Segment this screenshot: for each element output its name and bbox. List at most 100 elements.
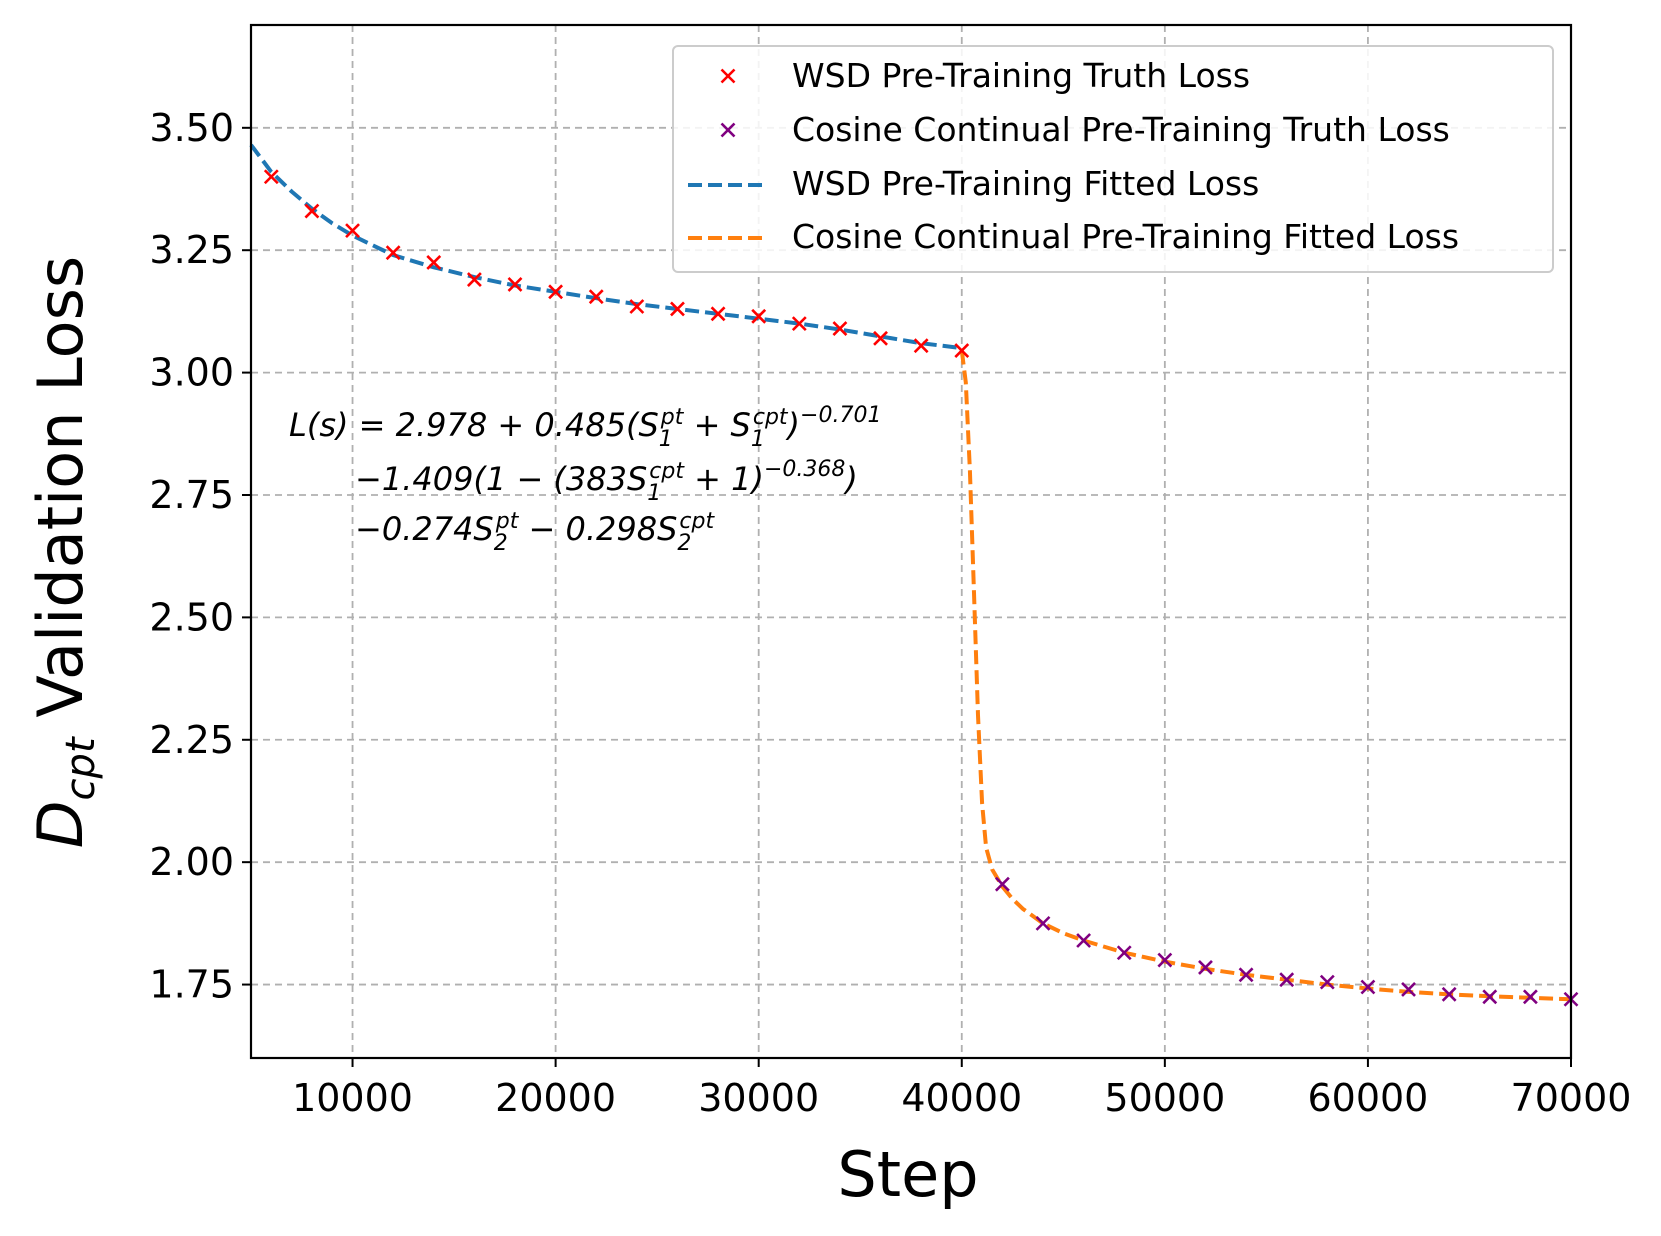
- truth-point-series-1-stroke: [1319, 974, 1335, 990]
- legend-marker-cosine-truth: [720, 122, 736, 138]
- truth-point-series-0: [670, 301, 685, 317]
- x-tick-label: 70000: [1511, 1076, 1632, 1120]
- truth-point-series-1: [1279, 972, 1295, 988]
- legend-x-marker-stroke: [720, 68, 736, 84]
- truth-point-series-0-stroke: [629, 299, 645, 314]
- truth-point-series-0-stroke: [426, 255, 442, 270]
- truth-point-series-0-stroke: [507, 277, 523, 292]
- truth-point-series-0: [426, 255, 442, 270]
- truth-point-series-0-stroke: [913, 338, 929, 354]
- truth-point-series-1: [1157, 952, 1173, 968]
- legend-x-marker: [720, 68, 736, 84]
- truth-point-series-0: [507, 277, 523, 292]
- legend-entry-cosine-fitted: Cosine Continual Pre-Training Fitted Los…: [688, 217, 1459, 256]
- truth-point-series-1-stroke: [1482, 989, 1498, 1005]
- truth-point-series-0: [832, 321, 848, 336]
- truth-point-series-1-stroke: [1076, 933, 1092, 948]
- y-tick-label: 3.25: [149, 228, 234, 272]
- x-axis-title: Step: [837, 1138, 978, 1211]
- fitted-line-series-3: [959, 350, 1572, 1002]
- y-axis-title-text: Validation Loss: [24, 256, 97, 738]
- legend-x-marker: [720, 122, 736, 138]
- truth-point-series-0-stroke: [832, 321, 848, 336]
- truth-point-series-1: [1522, 989, 1538, 1005]
- y-tick-label: 3.00: [149, 351, 234, 395]
- truth-point-series-0: [954, 343, 970, 358]
- x-tick-label: 60000: [1307, 1076, 1428, 1120]
- formula-line-1: L(s) = 2.978 + 0.485(S1pt + S1cpt)−0.701: [289, 403, 881, 452]
- legend-entry-wsd-fitted: WSD Pre-Training Fitted Loss: [688, 164, 1259, 203]
- truth-point-series-0: [263, 169, 279, 185]
- legend: WSD Pre-Training Truth Loss Cosine Conti…: [672, 45, 1554, 273]
- truth-point-series-0-stroke: [263, 169, 279, 185]
- truth-point-series-1-stroke: [1279, 972, 1295, 988]
- x-tick-label: 20000: [495, 1076, 616, 1120]
- truth-point-series-1: [1238, 967, 1254, 983]
- truth-point-series-0-stroke: [670, 301, 685, 317]
- truth-point-series-0-stroke: [304, 203, 320, 219]
- truth-point-series-1: [1198, 960, 1213, 975]
- truth-point-series-1-stroke: [1116, 945, 1132, 961]
- fitted-lines: [249, 143, 1572, 1002]
- fitted-line-series-2: [249, 143, 963, 351]
- truth-point-series-0-stroke: [466, 272, 482, 287]
- truth-point-series-1-stroke: [994, 876, 1010, 892]
- truth-point-series-0-stroke: [710, 306, 726, 322]
- truth-point-series-1: [1035, 915, 1051, 931]
- truth-point-series-0: [548, 284, 564, 300]
- x-tick-label: 10000: [292, 1076, 413, 1120]
- truth-point-series-0-stroke: [954, 343, 970, 358]
- y-tick-label: 2.00: [149, 840, 234, 884]
- truth-point-series-0: [913, 338, 929, 354]
- truth-point-series-0-stroke: [385, 245, 401, 261]
- y-axis-title: Dcpt Validation Loss: [24, 256, 104, 848]
- y-axis-ticks: 1.75 2.00 2.25 2.50 2.75 3.00 3.25 3.50: [149, 106, 251, 1007]
- truth-point-series-0: [710, 306, 726, 322]
- truth-point-series-0: [466, 272, 482, 287]
- truth-point-series-0: [751, 308, 767, 324]
- y-tick-label: 1.75: [149, 963, 234, 1007]
- truth-markers: [263, 169, 1579, 1007]
- legend-entry-cosine-truth: Cosine Continual Pre-Training Truth Loss: [720, 110, 1450, 149]
- legend-label-wsd-fitted: WSD Pre-Training Fitted Loss: [792, 164, 1259, 203]
- truth-point-series-0: [629, 299, 645, 314]
- x-tick-label: 30000: [698, 1076, 819, 1120]
- legend-label-cosine-fitted: Cosine Continual Pre-Training Fitted Los…: [792, 217, 1459, 256]
- truth-point-series-1: [1076, 933, 1092, 948]
- truth-point-series-1-stroke: [1035, 915, 1051, 931]
- legend-label-wsd-truth: WSD Pre-Training Truth Loss: [792, 56, 1250, 95]
- y-tick-label: 2.50: [149, 595, 234, 639]
- truth-point-series-1: [994, 876, 1010, 892]
- y-axis-title-symbol: D: [24, 800, 97, 848]
- truth-point-series-1: [1116, 945, 1132, 961]
- x-axis-ticks: 10000 20000 30000 40000 50000 60000 70000: [292, 1058, 1631, 1120]
- truth-point-series-1-stroke: [1360, 979, 1376, 995]
- truth-point-series-0: [791, 316, 807, 332]
- truth-point-series-0: [345, 223, 360, 239]
- truth-point-series-0-stroke: [873, 330, 888, 346]
- truth-point-series-1: [1401, 982, 1416, 997]
- legend-entry-wsd-truth: WSD Pre-Training Truth Loss: [720, 56, 1250, 95]
- truth-point-series-0: [588, 289, 604, 305]
- legend-box: [672, 45, 1554, 273]
- truth-point-series-1-stroke: [1522, 989, 1538, 1005]
- truth-point-series-1-stroke: [1441, 986, 1457, 1002]
- y-tick-label: 3.50: [149, 106, 234, 150]
- truth-point-series-0-stroke: [791, 316, 807, 332]
- truth-point-series-0-stroke: [345, 223, 360, 239]
- legend-label-cosine-truth: Cosine Continual Pre-Training Truth Loss: [792, 110, 1450, 149]
- y-tick-label: 2.25: [149, 718, 234, 762]
- x-tick-label: 40000: [901, 1076, 1022, 1120]
- truth-point-series-0: [385, 245, 401, 261]
- truth-point-series-0-stroke: [588, 289, 604, 305]
- truth-point-series-1: [1482, 989, 1498, 1005]
- legend-x-marker-stroke: [720, 122, 736, 138]
- truth-point-series-0-stroke: [751, 308, 767, 324]
- truth-point-series-1: [1441, 986, 1457, 1002]
- truth-point-series-1-stroke: [1401, 982, 1416, 997]
- truth-point-series-1: [1360, 979, 1376, 995]
- formula-line-3: −0.274S2pt − 0.298S2cpt: [355, 509, 715, 556]
- y-axis-title-subscript: cpt: [58, 736, 104, 800]
- formula-line-2: −1.409(1 − (383S1cpt + 1)−0.368): [355, 457, 858, 506]
